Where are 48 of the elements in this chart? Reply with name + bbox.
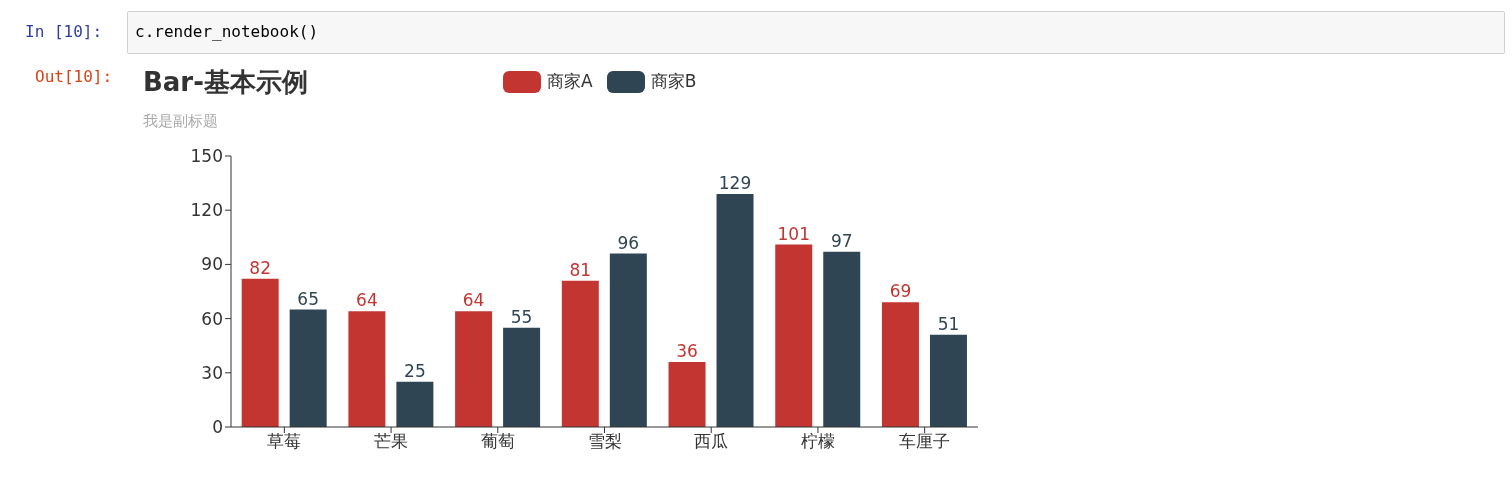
chart-subtitle: 我是副标题 [143,112,218,131]
bar [241,278,279,427]
x-tick-label: 葡萄 [480,431,515,452]
x-tick-label: 车厘子 [899,431,951,452]
data-label: 82 [249,257,271,278]
data-label: 64 [356,290,378,311]
data-label: 97 [830,230,853,251]
legend-label: 商家A [547,70,593,93]
data-label: 64 [462,290,485,311]
data-label: 55 [510,306,533,327]
bar [455,311,493,427]
bar [716,193,754,427]
text: c.render_notebook() [135,22,319,41]
x-tick-label: 雪梨 [587,431,622,452]
x-tick-label: 草莓 [267,431,302,452]
data-label: 96 [617,232,640,253]
data-label: 25 [404,360,426,381]
bar [668,361,706,427]
x-tick-label: 西瓜 [694,431,729,452]
y-tick-label: 90 [201,254,223,275]
y-tick-label: 0 [212,417,223,438]
y-tick-label: 60 [201,308,223,329]
bar [775,244,813,427]
chart-title: Bar-基本示例 [143,66,308,99]
bar [396,381,434,427]
data-label: 51 [937,313,960,334]
y-tick-label: 150 [190,146,223,167]
x-tick-label: 柠檬 [800,431,835,452]
data-label: 69 [889,281,912,302]
text: Out[10]: [35,67,113,86]
bar [929,334,967,427]
legend-label: 商家B [650,70,697,93]
data-label: 101 [777,223,810,244]
bar [823,251,861,427]
data-label: 129 [718,172,752,193]
x-tick-label: 芒果 [374,431,409,452]
bar [561,280,599,427]
bar [503,327,541,427]
data-label: 36 [676,340,698,361]
bar [348,311,386,427]
y-tick-label: 30 [201,362,223,383]
bar [289,309,327,427]
bar [609,253,647,427]
y-tick-label: 120 [190,200,223,221]
data-label: 65 [297,288,319,309]
bar [881,302,919,427]
text: In [10]: [25,22,103,41]
data-label: 81 [569,259,592,280]
